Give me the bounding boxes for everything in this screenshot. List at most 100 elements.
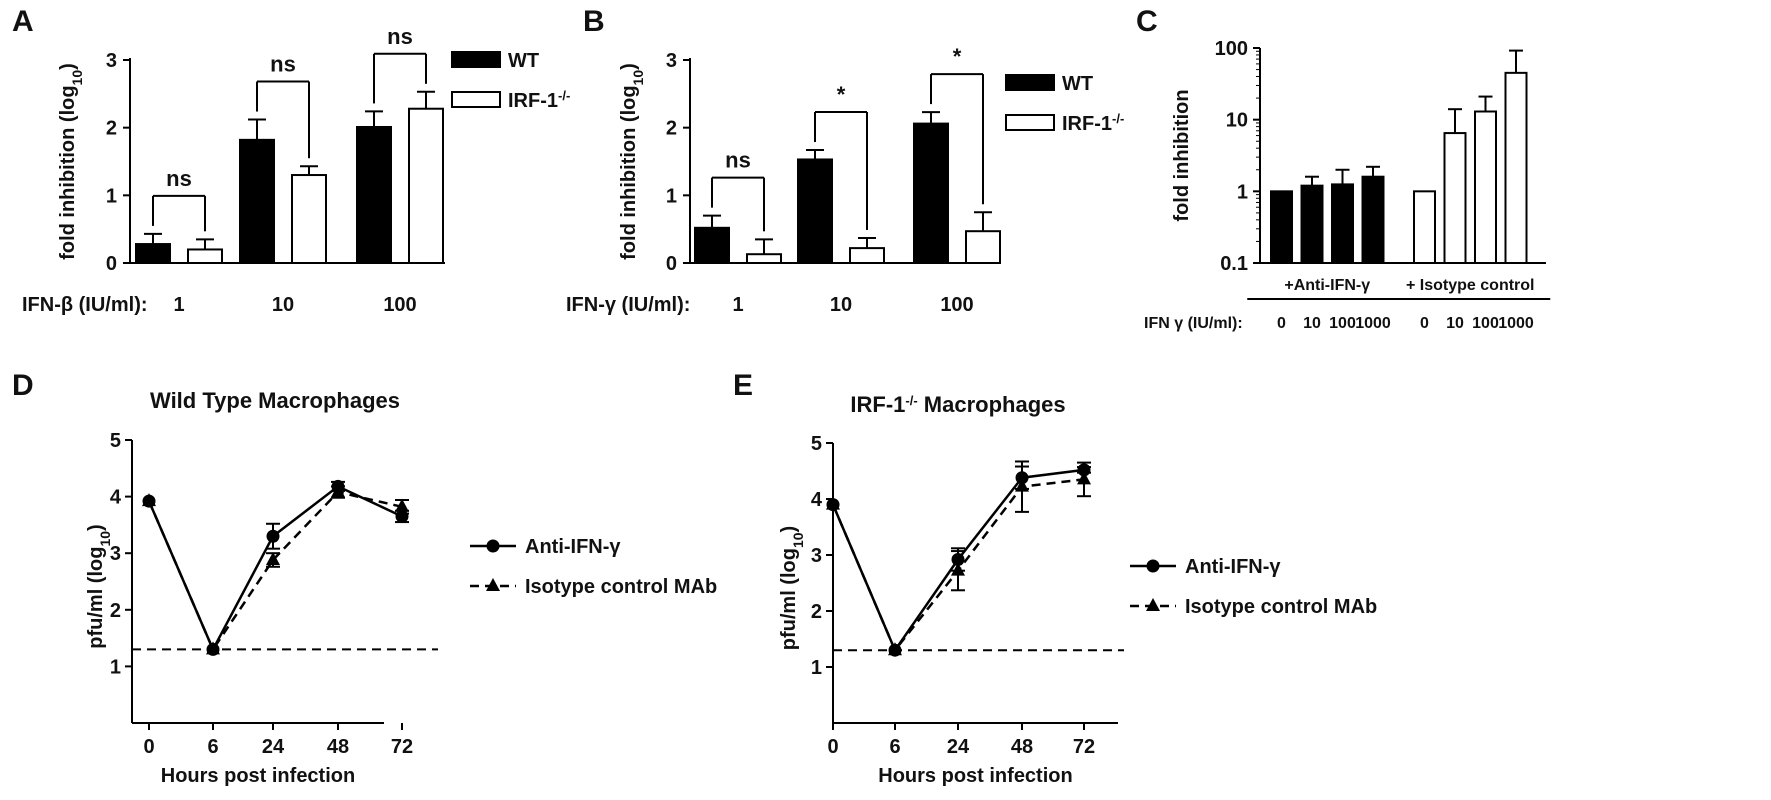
legend-swatch-B	[1005, 74, 1055, 91]
x-tick-label-C: 10	[1446, 315, 1464, 332]
y-tick-label-B: 0	[666, 253, 677, 275]
y-tick-label-D: 1	[110, 656, 121, 678]
panel-letter-B: B	[583, 5, 605, 38]
bar-C-isotype	[1413, 190, 1436, 264]
panel-letter-A: A	[12, 5, 34, 38]
x-tick-label-E: 6	[889, 736, 900, 758]
x-tick-label-A: 100	[383, 294, 416, 316]
bar-C-anti-ifn	[1300, 184, 1324, 264]
plot-title-E: IRF-1-/- Macrophages	[850, 392, 1065, 417]
y-tick-label-B: 3	[666, 50, 677, 72]
x-tick-label-C: 100	[1472, 315, 1499, 332]
legend-label-D: Isotype control MAb	[525, 576, 717, 598]
marker-triangle-E	[888, 642, 902, 656]
x-tick-label-E: 72	[1073, 736, 1095, 758]
bar-C-anti-ifn	[1361, 175, 1385, 264]
x-tick-label-C: 10	[1303, 315, 1321, 332]
bar-C-isotype	[1443, 132, 1467, 264]
y-axis-title-D: pfu/ml (log10)	[85, 524, 113, 648]
y-tick-label-C: 10	[1226, 110, 1248, 132]
bar-C-anti-ifn	[1331, 183, 1354, 265]
legend-label-D: Anti-IFN-γ	[525, 536, 621, 558]
marker-triangle-D	[206, 641, 220, 655]
y-axis-title-B: fold inhibition (log10)	[618, 63, 646, 260]
legend-marker-E	[1146, 559, 1160, 573]
marker-triangle-E	[826, 496, 840, 510]
y-tick-label-E: 5	[811, 433, 822, 455]
legend-label-B: IRF-1-/-	[1062, 111, 1124, 136]
y-tick-label-D: 5	[110, 430, 121, 452]
x-tick-label-C: 100	[1329, 315, 1356, 332]
legend-label-B: WT	[1062, 73, 1093, 95]
x-tick-label-D: 0	[143, 736, 154, 758]
legend-marker-E	[1146, 598, 1160, 611]
x-row-label-C: IFN γ (IU/ml):	[1144, 315, 1243, 332]
y-tick-label-A: 1	[106, 185, 117, 207]
x-axis-title-E: Hours post infection	[878, 765, 1072, 787]
bar-A-irf	[408, 107, 444, 264]
x-tick-label-E: 0	[827, 736, 838, 758]
bar-B-irf	[746, 253, 782, 265]
bar-B-wt	[694, 226, 730, 265]
y-axis-title-A: fold inhibition (log10)	[57, 63, 85, 260]
series-line-D-isotype	[147, 490, 403, 653]
bar-A-irf	[291, 174, 327, 265]
legend-swatch-A	[451, 51, 501, 68]
marker-triangle-D	[395, 498, 409, 512]
marker-triangle-E	[951, 562, 965, 576]
bar-A-irf	[187, 248, 223, 264]
legend-label-A: WT	[508, 50, 539, 72]
y-tick-label-C: 1	[1237, 181, 1248, 203]
bar-C-isotype	[1504, 71, 1528, 264]
bar-A-wt	[356, 125, 392, 264]
bar-A-wt	[135, 243, 171, 264]
marker-triangle-D	[142, 493, 156, 507]
bar-B-wt	[797, 158, 833, 264]
panel-letter-E: E	[733, 369, 753, 402]
x-row-label-A: IFN-β (IU/ml):	[22, 294, 148, 316]
x-tick-label-D: 24	[262, 736, 285, 758]
marker-circle-D	[266, 529, 280, 543]
y-tick-label-A: 0	[106, 253, 117, 275]
y-axis-title-E: pfu/ml (log10)	[778, 526, 806, 650]
bar-B-irf	[965, 230, 1001, 265]
y-tick-label-A: 2	[106, 118, 117, 140]
x-tick-label-E: 24	[947, 736, 970, 758]
x-axis-title-D: Hours post infection	[161, 765, 355, 787]
marker-triangle-D	[266, 551, 280, 565]
y-tick-label-A: 3	[106, 50, 117, 72]
x-tick-label-C: 0	[1277, 315, 1286, 332]
y-tick-label-D: 4	[110, 487, 122, 509]
x-tick-label-C: 0	[1420, 315, 1429, 332]
x-row-label-B: IFN-γ (IU/ml):	[566, 294, 690, 316]
y-tick-label-B: 1	[666, 185, 677, 207]
legend-swatch-A	[451, 91, 501, 108]
significance-label-A: ns	[387, 24, 413, 49]
significance-label-B: ns	[725, 148, 751, 173]
panel-letter-D: D	[12, 369, 34, 402]
bar-B-wt	[913, 122, 949, 264]
marker-triangle-E	[1015, 478, 1029, 492]
significance-label-A: ns	[270, 52, 296, 77]
x-tick-label-E: 48	[1011, 736, 1033, 758]
x-tick-label-B: 100	[940, 294, 973, 316]
series-line-D-anti-ifn	[147, 484, 403, 653]
x-tick-label-A: 1	[173, 294, 184, 316]
legend-marker-D	[486, 578, 500, 591]
marker-triangle-D	[331, 484, 345, 498]
x-tick-label-C: 1000	[1498, 315, 1534, 332]
panel-letter-C: C	[1136, 5, 1158, 38]
x-tick-label-C: 1000	[1355, 315, 1391, 332]
x-tick-label-D: 72	[391, 736, 413, 758]
y-tick-label-E: 4	[811, 489, 823, 511]
x-tick-label-B: 1	[732, 294, 743, 316]
y-axis-title-C: fold inhibition	[1171, 89, 1193, 221]
bar-B-irf	[849, 247, 885, 264]
y-tick-label-C: 100	[1215, 38, 1248, 60]
group-label-C: + Isotype control	[1406, 277, 1534, 294]
y-tick-label-D: 2	[110, 600, 121, 622]
significance-label-B: *	[953, 44, 962, 69]
y-tick-label-D: 3	[110, 543, 121, 565]
y-tick-label-B: 2	[666, 118, 677, 140]
